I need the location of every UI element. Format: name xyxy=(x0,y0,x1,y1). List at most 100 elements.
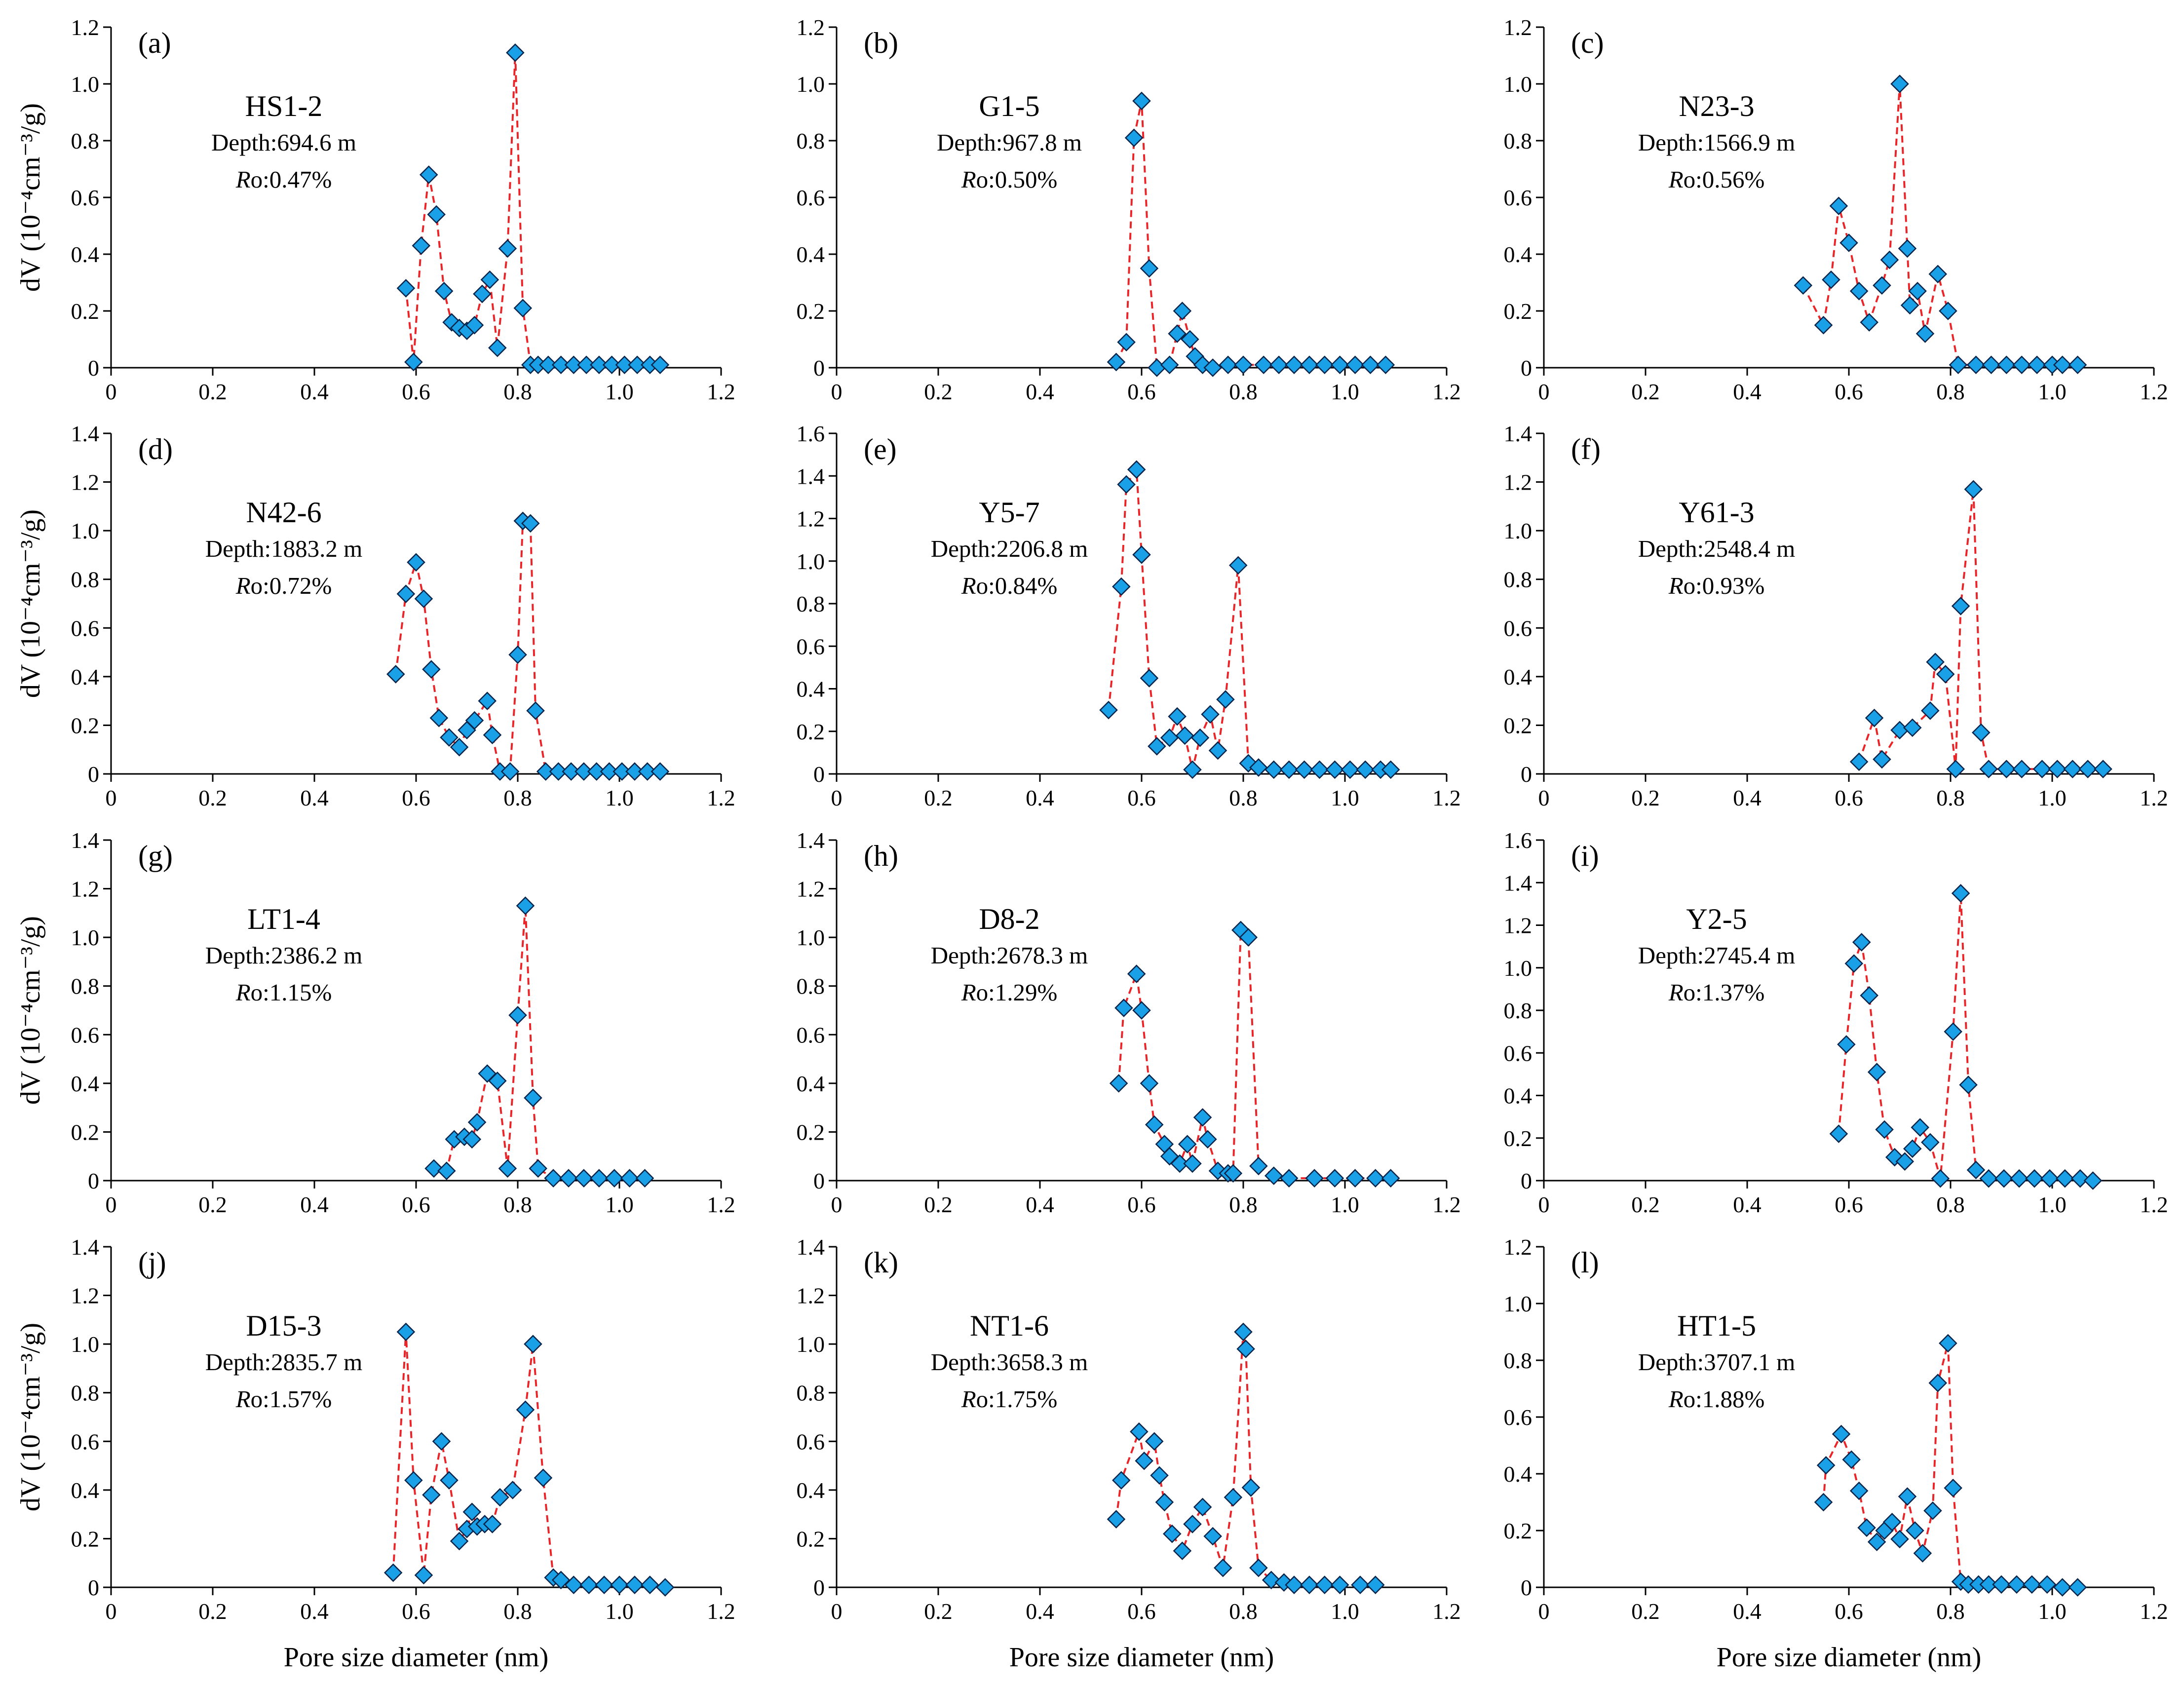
x-tick-label: 0.2 xyxy=(198,785,227,810)
data-point xyxy=(1997,760,2016,778)
x-tick-label: 0.4 xyxy=(1733,379,1762,404)
data-point xyxy=(1842,1450,1861,1469)
data-point xyxy=(1264,760,1283,779)
x-tick-label: 0 xyxy=(1538,785,1550,810)
ro-label: Ro:0.47% xyxy=(235,166,332,193)
y-tick-label: 0.8 xyxy=(797,974,825,999)
data-point xyxy=(1264,1166,1283,1185)
data-point xyxy=(1168,707,1187,726)
data-point xyxy=(1857,1518,1876,1537)
x-tick-label: 1.2 xyxy=(1432,379,1461,404)
y-tick-label: 0 xyxy=(1521,762,1532,787)
y-tick-label: 0.8 xyxy=(1504,567,1533,592)
data-point xyxy=(516,1400,535,1419)
data-point xyxy=(1966,355,1986,375)
y-tick-label: 0.2 xyxy=(1504,1126,1533,1151)
data-point xyxy=(1201,705,1220,724)
x-tick-label: 0 xyxy=(1538,1192,1550,1217)
sample-name: D15-3 xyxy=(246,1309,321,1342)
data-point xyxy=(562,762,580,781)
ro-label: Ro:0.93% xyxy=(1668,572,1765,599)
ro-label: Ro:0.56% xyxy=(1668,166,1765,193)
y-tick-label: 1.4 xyxy=(1504,421,1533,446)
data-point xyxy=(414,1566,433,1585)
data-point xyxy=(404,1471,423,1490)
y-tick-label: 0.4 xyxy=(71,1071,100,1096)
data-point xyxy=(1844,954,1864,973)
panel-letter: (e) xyxy=(864,433,897,465)
x-tick-label: 1.2 xyxy=(2140,1192,2168,1217)
y-tick-label: 0.8 xyxy=(71,974,100,999)
y-axis-title: dV (10⁻⁴cm⁻³/g) xyxy=(15,916,46,1105)
y-tick-label: 1.4 xyxy=(797,463,825,489)
y-tick-label: 0.6 xyxy=(71,185,100,210)
data-point xyxy=(465,711,484,730)
depth-label: Depth:2206.8 m xyxy=(931,535,1088,562)
data-point xyxy=(2053,355,2072,375)
y-tick-label: 1.0 xyxy=(71,72,100,97)
data-point xyxy=(1979,1575,1998,1594)
y-tick-label: 0.2 xyxy=(71,713,100,738)
data-point xyxy=(1837,1035,1856,1054)
x-tick-label: 1.2 xyxy=(2140,785,2168,810)
data-point xyxy=(2023,1575,2041,1594)
y-tick-label: 0.6 xyxy=(1504,1405,1533,1430)
data-point xyxy=(2037,1575,2057,1594)
y-tick-label: 0.2 xyxy=(797,1526,825,1551)
depth-label: Depth:694.6 m xyxy=(211,129,356,156)
data-point xyxy=(414,589,433,608)
data-point xyxy=(1366,1169,1385,1188)
x-tick-label: 1.2 xyxy=(707,785,735,810)
data-point xyxy=(1890,721,1909,740)
x-tick-label: 0.4 xyxy=(1026,785,1054,810)
data-point xyxy=(1234,355,1253,375)
y-tick-label: 1.0 xyxy=(1504,1291,1533,1316)
ro-label: Ro:0.72% xyxy=(235,572,332,599)
data-point xyxy=(1839,233,1858,252)
series-line xyxy=(1115,101,1386,369)
data-point xyxy=(1173,302,1192,320)
data-point xyxy=(1860,986,1878,1005)
ro-label: Ro:1.37% xyxy=(1668,979,1765,1006)
series-line xyxy=(1108,466,1391,771)
data-point xyxy=(549,762,568,781)
data-point xyxy=(465,315,484,335)
y-tick-label: 1.2 xyxy=(1504,470,1533,495)
x-tick-label: 0.8 xyxy=(1229,1599,1258,1624)
data-point xyxy=(651,355,670,375)
data-point xyxy=(432,1432,451,1451)
data-point xyxy=(620,1169,639,1188)
data-point xyxy=(2070,1169,2090,1188)
x-tick-label: 0.4 xyxy=(1733,1599,1762,1624)
data-point xyxy=(1381,760,1400,779)
data-point xyxy=(508,1006,527,1025)
y-axis-title: dV (10⁻⁴cm⁻³/g) xyxy=(15,103,46,292)
y-tick-label: 0.4 xyxy=(1504,664,1533,690)
y-tick-label: 1.0 xyxy=(71,1332,100,1357)
data-point xyxy=(1127,964,1146,983)
data-point xyxy=(1992,1575,2011,1594)
data-point xyxy=(440,1471,459,1490)
x-tick-label: 0.8 xyxy=(503,785,532,810)
data-point xyxy=(1114,998,1133,1017)
y-tick-label: 0.4 xyxy=(1504,1461,1533,1487)
y-tick-label: 0.4 xyxy=(1504,1083,1533,1109)
data-point xyxy=(1875,1120,1894,1139)
y-tick-label: 1.0 xyxy=(1504,956,1533,981)
y-axis-title: dV (10⁻⁴cm⁻³/g) xyxy=(15,509,46,698)
data-point xyxy=(1300,355,1319,375)
data-point xyxy=(524,1088,542,1108)
data-point xyxy=(595,1575,613,1594)
data-point xyxy=(1330,1575,1349,1594)
x-tick-label: 1.0 xyxy=(1331,379,1359,404)
depth-label: Depth:2678.3 m xyxy=(931,942,1088,969)
data-point xyxy=(1966,1160,1986,1180)
x-axis-title: Pore size diameter (nm) xyxy=(1717,1642,1981,1673)
data-point xyxy=(1145,1432,1164,1451)
data-point xyxy=(1219,355,1237,375)
panel-letter: (a) xyxy=(138,27,171,59)
data-point xyxy=(524,1335,542,1353)
data-point xyxy=(1285,355,1303,375)
y-tick-label: 0.4 xyxy=(71,664,100,690)
data-point xyxy=(1193,1108,1212,1127)
